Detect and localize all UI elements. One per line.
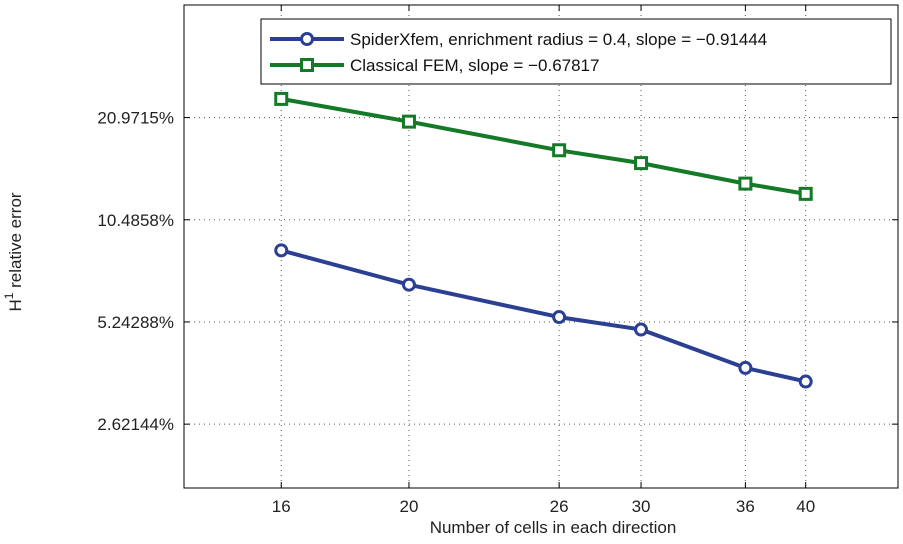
data-point-square [738,176,753,191]
data-point-square [634,156,649,171]
x-tick-label: 16 [272,497,291,516]
y-axis-label-rest: relative error [6,192,25,292]
legend-marker-classical-fem [300,58,314,72]
legend-label-classical-fem: Classical FEM, slope = −0.67817 [350,56,599,75]
data-point-square [552,143,567,158]
data-point-circle [274,243,289,258]
x-tick-label: 30 [632,497,651,516]
x-tick-label: 40 [796,497,815,516]
x-axis-label: Number of cells in each direction [430,518,677,537]
data-point-square [798,186,813,201]
y-axis-label-superscript: 1 [2,292,16,299]
data-point-circle [798,374,813,389]
y-tick-label: 2.62144% [97,415,174,434]
x-tick-label: 36 [736,497,755,516]
axis-ticks: 16 20 26 30 36 40 2.62144% 5.24288% 10.4858% 20.9… [97,5,898,516]
data-point-circle [738,360,753,375]
data-point-circle [401,277,416,292]
legend-label-spiderxfem: SpiderXfem, enrichment radius = 0.4, slo… [350,30,767,49]
series-line-1 [280,96,807,196]
legend: SpiderXfem, enrichment radius = 0.4, slo… [260,18,892,85]
x-tick-label: 26 [550,497,569,516]
y-tick-label: 5.24288% [97,313,174,332]
legend-box [260,18,892,85]
y-tick-label: 20.9715% [97,109,174,128]
data-point-square [274,91,289,106]
legend-marker-spiderxfem [300,32,314,46]
plot-area-frame [183,4,899,489]
y-axis-label: H1 relative error [2,192,25,311]
data-point-circle [634,322,649,337]
grid-lines [184,5,898,488]
data-point-circle [552,310,567,325]
data-point-square [401,114,416,129]
series-line-0 [280,248,807,384]
y-axis-label-main: H [6,299,25,311]
series-layer [274,91,813,389]
y-tick-label: 10.4858% [97,211,174,230]
x-tick-label: 20 [400,497,419,516]
